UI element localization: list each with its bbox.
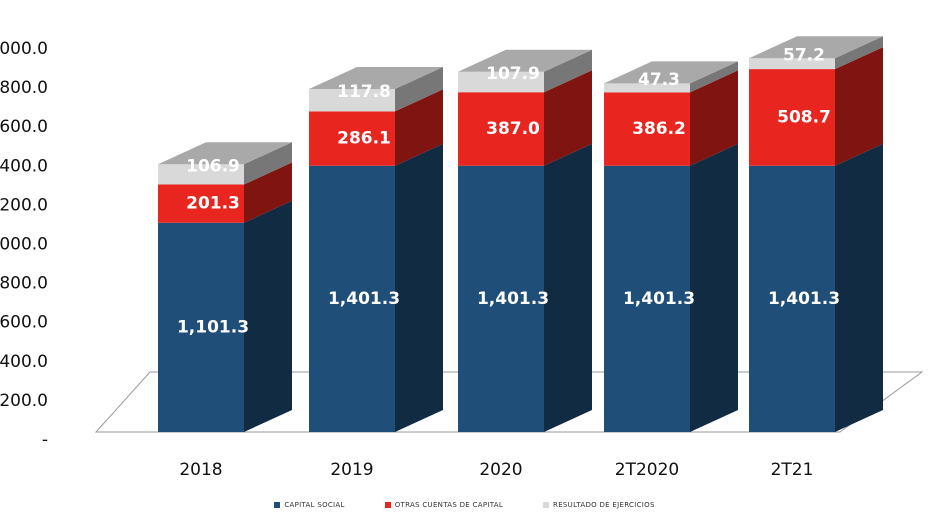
- y-tick-label: 1,400.0: [0, 156, 48, 176]
- bar-segment: [604, 83, 690, 93]
- x-tick-label: 2018: [179, 460, 222, 480]
- bar-side: [244, 142, 292, 185]
- bar-side: [544, 143, 592, 433]
- y-tick-label: -: [42, 430, 48, 450]
- bar-side: [835, 143, 883, 433]
- bar-segment: [458, 71, 544, 93]
- bar-group: 1,101.3 201.3 106.9: [158, 142, 292, 432]
- y-tick-label: 1,200.0: [0, 195, 48, 215]
- x-tick-label: 2019: [330, 460, 373, 480]
- legend-label: OTRAS CUENTAS DE CAPITAL: [394, 501, 504, 509]
- y-tick-label: 2,000.0: [0, 39, 48, 59]
- bar-segment: [749, 58, 835, 70]
- bar-side: [544, 49, 592, 93]
- bar-side: [690, 70, 738, 166]
- bar-side: [395, 143, 443, 433]
- bar-side: [835, 36, 883, 70]
- bar-segment: [604, 165, 690, 433]
- data-label: 387.0: [486, 119, 540, 139]
- legend-swatch: [384, 502, 391, 508]
- legend-swatch: [543, 502, 550, 508]
- legend: CAPITAL SOCIAL OTRAS CUENTAS DE CAPITAL RE…: [0, 498, 929, 512]
- bar-top: [749, 36, 883, 59]
- data-label: 117.8: [337, 82, 391, 102]
- bar-side: [690, 61, 738, 93]
- bar-segment: [158, 164, 244, 185]
- bar-top: [158, 142, 292, 165]
- bar-side: [835, 47, 883, 166]
- data-label: 1,101.3: [177, 317, 249, 337]
- y-tick-label: 400.0: [0, 352, 48, 372]
- x-tick-label: 2T2020: [615, 460, 679, 480]
- bar-side: [244, 200, 292, 432]
- bar-side: [544, 70, 592, 166]
- bar-side: [690, 143, 738, 433]
- y-tick-label: 200.0: [0, 391, 48, 411]
- data-label: 57.2: [783, 46, 825, 66]
- bar-segment: [749, 165, 835, 433]
- y-tick-label: 1,000.0: [0, 235, 48, 255]
- bar-segment: [458, 165, 544, 433]
- bar-segment: [458, 92, 544, 166]
- bar-segment: [158, 222, 244, 432]
- x-tick-label: 2T21: [771, 460, 814, 480]
- data-label: 1,401.3: [623, 289, 695, 309]
- bar-segment: [309, 89, 395, 112]
- bar-segment: [158, 184, 244, 223]
- data-label: 1,401.3: [477, 289, 549, 309]
- bar-group: 1,401.3 508.7 57.2: [749, 36, 883, 433]
- data-label: 47.3: [638, 70, 680, 90]
- bar-segment: [309, 165, 395, 433]
- legend-label: RESULTADO DE EJERCICIOS: [553, 501, 655, 509]
- bar-side: [395, 89, 443, 166]
- legend-swatch: [274, 502, 281, 508]
- data-label: 107.9: [486, 64, 540, 84]
- bar-segment: [749, 69, 835, 166]
- bar-top: [309, 67, 443, 90]
- legend-label: CAPITAL SOCIAL: [284, 501, 345, 509]
- x-tick-label: 2020: [479, 460, 522, 480]
- bar-side: [395, 67, 443, 112]
- y-tick-label: 800.0: [0, 274, 48, 294]
- data-label: 1,401.3: [768, 289, 840, 309]
- legend-entry: RESULTADO DE EJERCICIOS: [543, 498, 655, 512]
- data-label: 386.2: [632, 119, 686, 139]
- bar-top: [458, 49, 592, 72]
- data-label: 508.7: [777, 107, 831, 127]
- data-label: 106.9: [186, 156, 240, 176]
- bar-segment: [309, 111, 395, 166]
- y-tick-label: 1,800.0: [0, 78, 48, 98]
- data-label: 286.1: [337, 129, 391, 149]
- bar-segment: [604, 92, 690, 166]
- stacked-bar-chart: - 200.0 400.0 600.0 800.0 1,000.0 1,200.0 1,400…: [0, 36, 924, 480]
- legend-entry: OTRAS CUENTAS DE CAPITAL: [384, 498, 504, 512]
- data-label: 201.3: [186, 194, 240, 214]
- legend-entry: CAPITAL SOCIAL: [274, 498, 344, 512]
- bar-top: [604, 61, 738, 84]
- bar-group: 1,401.3 387.0 107.9: [458, 49, 592, 433]
- data-label: 1,401.3: [328, 289, 400, 309]
- y-tick-label: 1,600.0: [0, 117, 48, 137]
- bar-group: 1,401.3 286.1 117.8: [309, 67, 443, 433]
- bar-side: [244, 162, 292, 223]
- y-tick-label: 600.0: [0, 313, 48, 333]
- bar-group: 1,401.3 386.2 47.3: [604, 61, 738, 433]
